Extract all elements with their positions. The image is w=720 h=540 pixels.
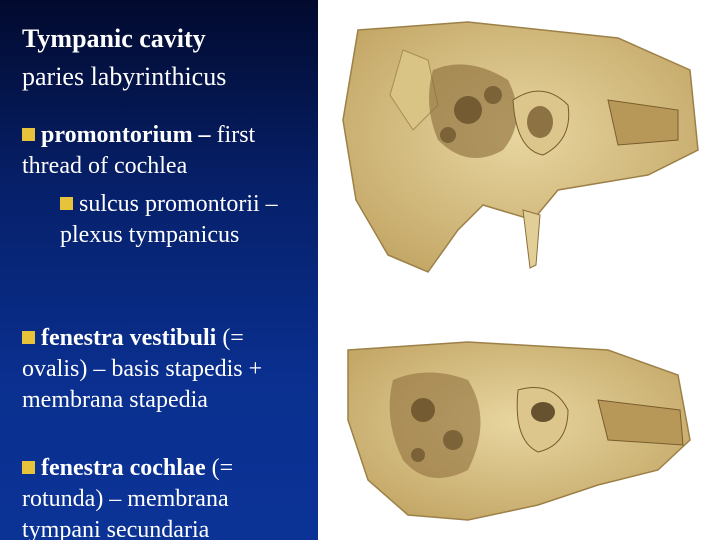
sub-bullet-text: sulcus promontorii – plexus tympanicus: [60, 191, 278, 248]
bullet: fenestra vestibuli (= ovalis) – basis st…: [22, 323, 312, 416]
illustrations: [342, 21, 699, 521]
bullet: fenestra cochlae (= rotunda) – membrana …: [22, 453, 312, 540]
subtitle: paries labyrinthicus: [22, 62, 227, 91]
temporal-bone-upper: [342, 21, 699, 273]
bullet-term: fenestra vestibuli: [41, 325, 217, 351]
text-panel: Tympanic cavity paries labyrinthicus pro…: [0, 0, 318, 540]
bullet-term: fenestra cochlae: [41, 455, 206, 481]
bullet-term: promontorium –: [41, 122, 211, 148]
bullet-marker: [22, 128, 35, 141]
bullet-text: (= rotunda) – membrana tympani secundari…: [22, 455, 234, 540]
temporal-bone-lower: [347, 341, 691, 521]
bullet-marker: [22, 461, 35, 474]
bullet-marker: [60, 197, 73, 210]
bullet-text: (= ovalis) – basis stapedis + membrana s…: [22, 325, 263, 413]
bullet-text: first thread of cochlea: [22, 122, 256, 179]
bullet-marker: [22, 331, 35, 344]
bullet: promontorium – first thread of cochlea: [22, 120, 312, 182]
sub-bullet: sulcus promontorii – plexus tympanicus: [60, 189, 305, 251]
title: Tympanic cavity: [22, 24, 206, 53]
